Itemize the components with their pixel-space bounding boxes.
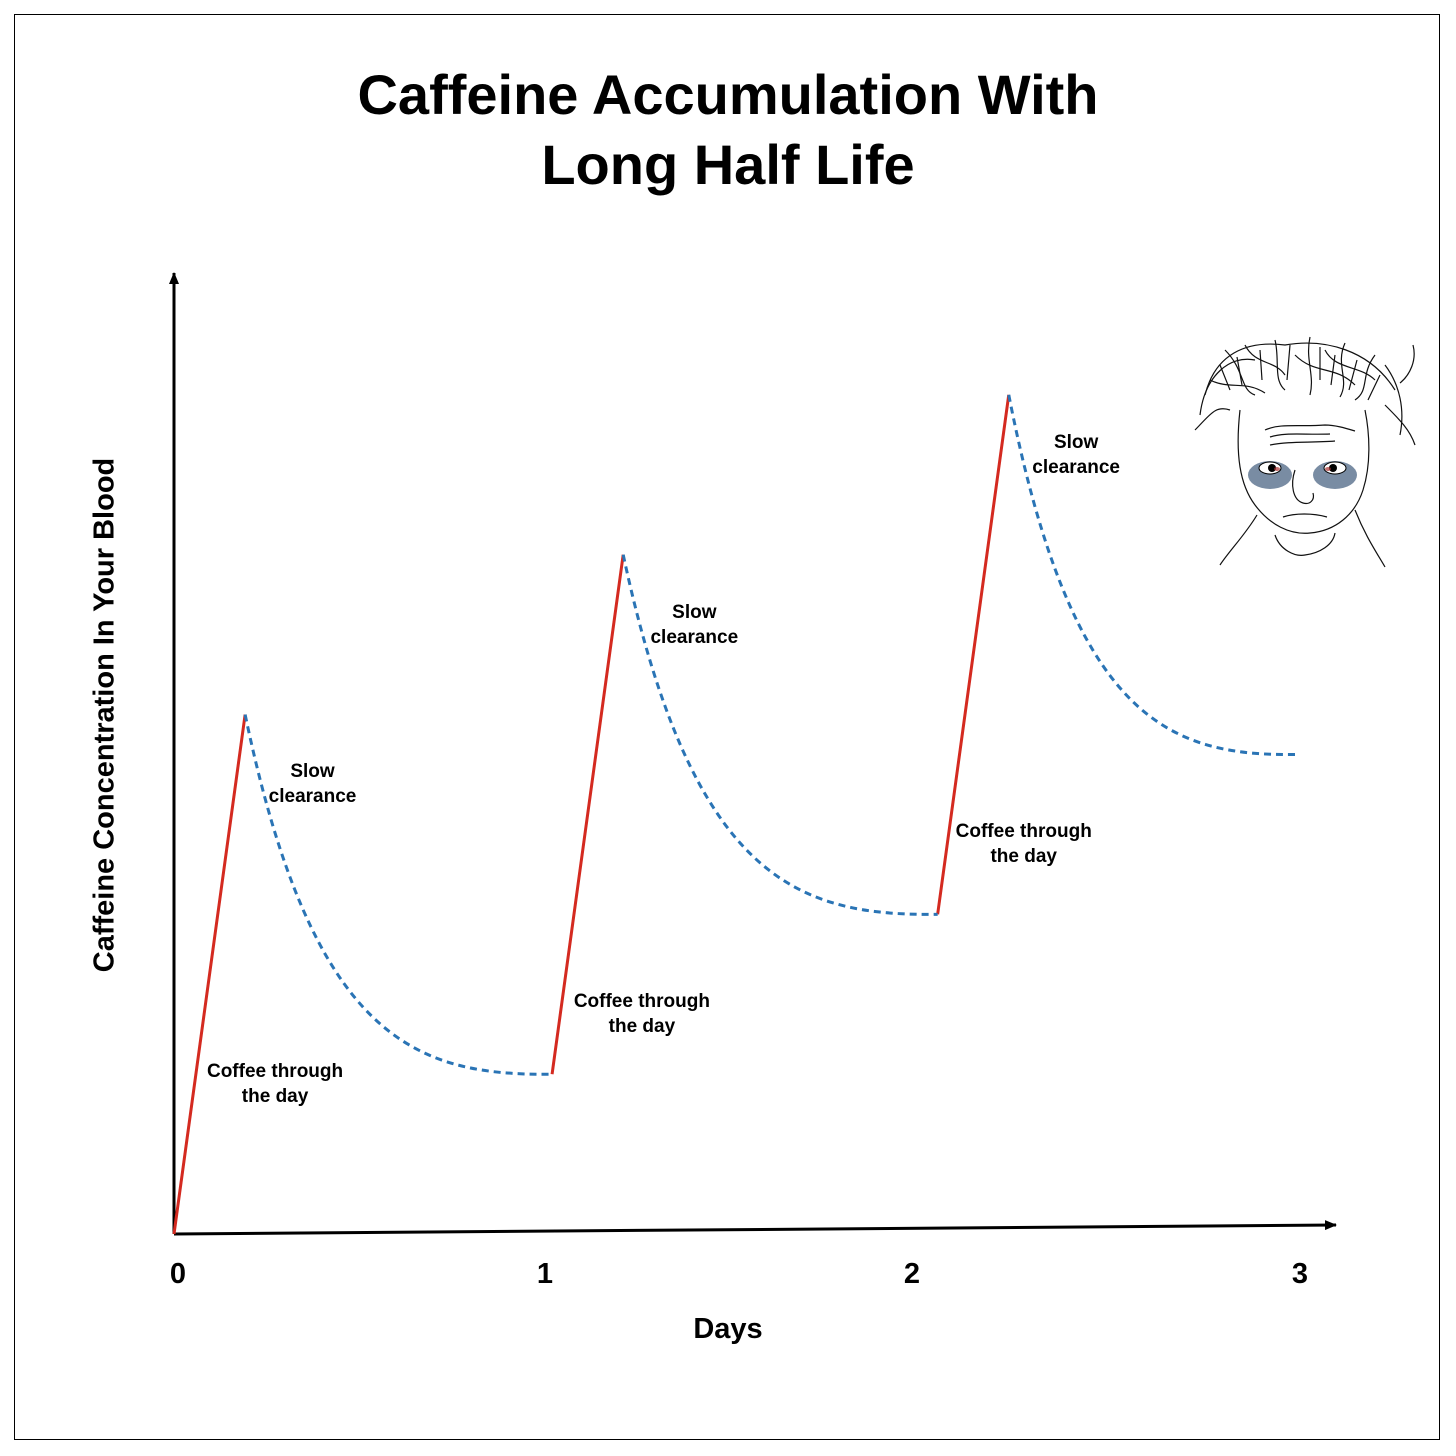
annotation-line: Slow — [672, 601, 717, 623]
x-tick-3: 3 — [1291, 1258, 1309, 1290]
slow-clearance-label-2: Slow clearance — [269, 759, 357, 809]
x-tick-1: 1 — [536, 1258, 554, 1290]
slow-clearance-curve-1 — [243, 714, 553, 1076]
slow-clearance-label-4: Slow clearance — [650, 600, 738, 650]
chart-frame — [14, 14, 1440, 1440]
x-axis — [173, 1220, 1337, 1236]
slow-clearance-curve-3 — [1007, 394, 1298, 757]
annotation-line: Slow — [1053, 431, 1099, 453]
coffee-label-3: Coffee through the day — [574, 989, 710, 1039]
annotation-line: Coffee through — [206, 1061, 344, 1083]
slow-clearance-curve-2 — [621, 554, 938, 916]
annotation-line: Coffee through — [573, 991, 710, 1013]
y-axis-label: Caffeine Concentration In Your Blood — [88, 457, 121, 973]
annotation-line: clearance — [1032, 456, 1120, 478]
tired-wojak-face-illustration — [1194, 336, 1416, 568]
coffee-rise-line-2 — [550, 554, 625, 1075]
coffee-rise-line-3 — [936, 394, 1011, 915]
x-tick-0: 0 — [169, 1258, 187, 1290]
x-axis-label: Days — [693, 1313, 763, 1345]
annotation-line: clearance — [650, 626, 739, 648]
annotation-line: Coffee through — [955, 821, 1092, 843]
annotation-line: the day — [608, 1016, 676, 1038]
series-layer — [172, 394, 1298, 1235]
chart-title: Caffeine Accumulation With Long Half Lif… — [0, 60, 1456, 200]
coffee-label-5: Coffee through the day — [956, 819, 1092, 869]
annotation-line: Slow — [290, 761, 335, 783]
annotation-line: the day — [990, 846, 1057, 868]
slow-clearance-label-6: Slow clearance — [1032, 430, 1120, 480]
x-tick-2: 2 — [903, 1258, 921, 1290]
annotation-line: the day — [241, 1086, 309, 1108]
coffee-label-1: Coffee through the day — [207, 1059, 343, 1109]
annotation-line: clearance — [268, 786, 357, 808]
chart-title-line-2: Long Half Life — [541, 133, 915, 196]
chart-title-line-1: Caffeine Accumulation With — [357, 63, 1099, 126]
coffee-rise-line-1 — [172, 714, 247, 1235]
